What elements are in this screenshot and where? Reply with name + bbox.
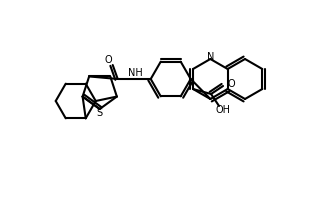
Text: OH: OH	[216, 105, 231, 115]
Text: S: S	[97, 108, 103, 118]
Text: NH: NH	[128, 68, 143, 78]
Text: O: O	[105, 55, 112, 65]
Text: N: N	[207, 52, 214, 62]
Text: O: O	[227, 79, 235, 89]
